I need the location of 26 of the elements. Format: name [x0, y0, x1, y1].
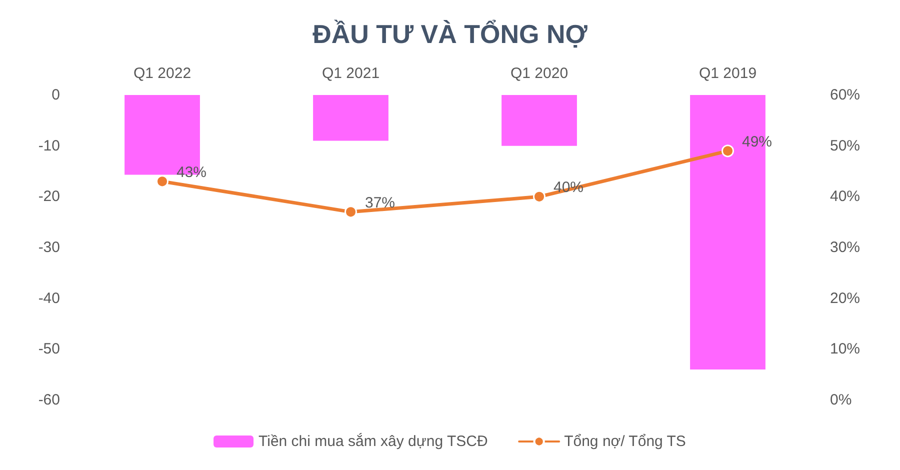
- point: [156, 175, 168, 188]
- y-tick-label: 0: [52, 86, 60, 104]
- y-tick-label: -20: [38, 188, 60, 206]
- y2-tick-label: 0%: [830, 392, 852, 408]
- y2-tick-label: 10%: [830, 340, 860, 358]
- x-tick-label: Q1 2021: [322, 65, 380, 82]
- y2-tick-label: 20%: [830, 290, 860, 307]
- y-tick-label: -60: [38, 392, 60, 408]
- y-tick-label: -50: [38, 340, 60, 358]
- data-label: 37%: [365, 194, 396, 212]
- chart-title: ĐẦU TƯ VÀ TỔNG NỢ: [312, 19, 588, 49]
- y2-tick-label: 50%: [830, 137, 860, 154]
- legend-label: Tổng nợ/ Tổng TS: [564, 433, 686, 450]
- x-tick-label: Q1 2019: [698, 65, 757, 82]
- legend-label: Tiền chi mua sắm xây dựng TSCĐ: [258, 432, 488, 450]
- point: [722, 144, 734, 158]
- y2-tick-label: 60%: [830, 86, 860, 104]
- y2-tick-label: 30%: [830, 239, 860, 256]
- point: [344, 206, 357, 218]
- y-tick-label: -10: [38, 137, 60, 154]
- y-tick-label: -40: [38, 290, 60, 307]
- x-tick-label: Q1 2022: [133, 65, 192, 82]
- point: [533, 190, 546, 203]
- y2-tick-label: 40%: [830, 188, 860, 206]
- y-tick-label: -30: [38, 239, 60, 256]
- x-tick-label: Q1 2020: [510, 65, 568, 82]
